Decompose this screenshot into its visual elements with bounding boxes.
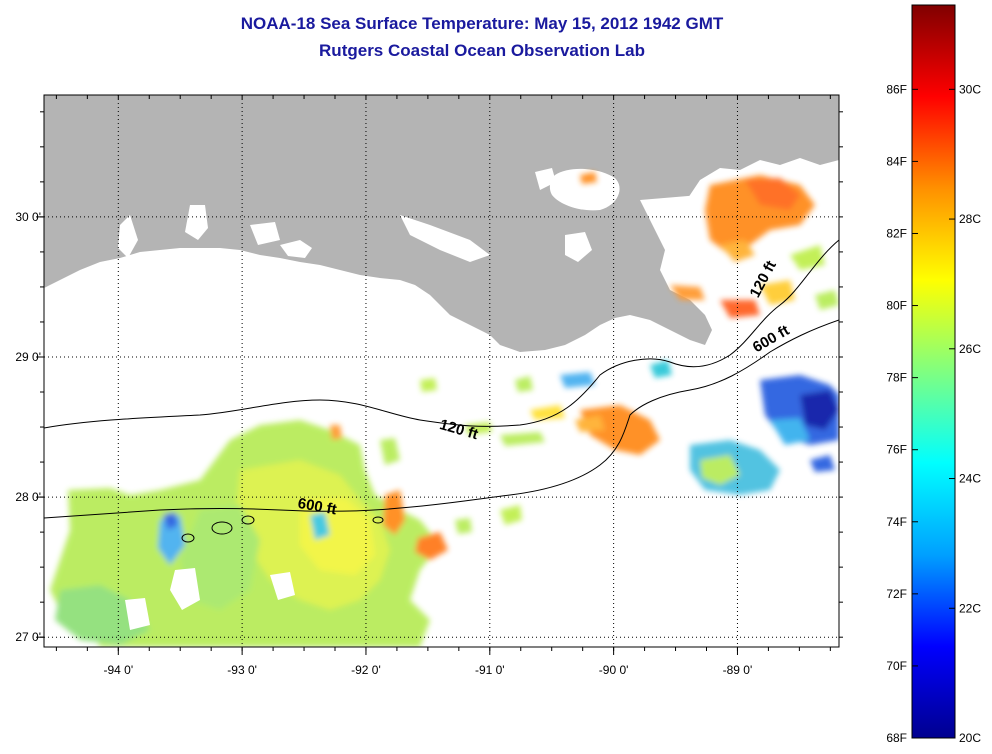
colorbar-ticks (912, 88, 955, 739)
colorbar-f-label: 76F (886, 443, 907, 457)
bay-6 (535, 168, 556, 190)
colorbar-f-label: 74F (886, 515, 907, 529)
land-mass (44, 95, 839, 352)
contour-120ft (44, 239, 839, 429)
lat-tick-label: 28 0' (15, 490, 41, 504)
lon-tick-label: -91 0' (475, 663, 505, 677)
lon-tick-label: -94 0' (103, 663, 133, 677)
bay-1 (280, 240, 312, 258)
colorbar (911, 4, 956, 739)
bay-4 (400, 215, 490, 262)
contour-blob (372, 516, 384, 524)
map-subtitle: Rutgers Coastal Ocean Observation Lab (319, 41, 645, 60)
lon-tick-label: -90 0' (599, 663, 629, 677)
colorbar-f-label: 80F (886, 299, 907, 313)
bay-7 (640, 195, 720, 270)
lat-tick-label: 27 0' (15, 630, 41, 644)
lake-pontchartrain (549, 168, 620, 211)
colorbar-labels: 68F 70F 72F 74F 76F 78F 80F 82F 84F 86F … (886, 82, 981, 745)
bay-9 (250, 222, 280, 245)
map-frame (43, 94, 840, 648)
lat-tick-label: 29 0' (15, 350, 41, 364)
colorbar-f-label: 78F (886, 371, 907, 385)
graticule (44, 95, 839, 647)
colorbar-f-label: 68F (886, 731, 907, 745)
lon-tick-label: -93 0' (227, 663, 257, 677)
colorbar-c-label: 22C (959, 601, 981, 615)
lat-tick-label: 30 0' (15, 210, 41, 224)
colorbar-c-label: 24C (959, 472, 981, 486)
map-title: NOAA-18 Sea Surface Temperature: May 15,… (240, 14, 724, 33)
bay-5 (565, 232, 592, 262)
contour-label-600ft-west: 600 ft (296, 495, 338, 519)
colorbar-f-label: 72F (886, 587, 907, 601)
colorbar-f-label: 84F (886, 154, 907, 168)
bay-2 (185, 205, 208, 240)
axis-ticks (36, 95, 843, 655)
cloud-hole-1 (270, 572, 295, 600)
colorbar-f-label: 82F (886, 226, 907, 240)
contour-600ft (44, 319, 839, 519)
colorbar-f-label: 86F (886, 82, 907, 96)
colorbar-c-label: 28C (959, 212, 981, 226)
bay-3 (118, 215, 138, 258)
colorbar-f-label: 70F (886, 659, 907, 673)
lon-tick-label: -89 0' (723, 663, 753, 677)
axis-tick-labels: -94 0' -93 0' -92 0' -91 0' -90 0' -89 0… (15, 210, 752, 677)
lon-tick-label: -92 0' (351, 663, 381, 677)
colorbar-c-label: 26C (959, 342, 981, 356)
contour-blob (181, 533, 195, 543)
colorbar-c-label: 30C (959, 82, 981, 96)
cloud-hole-3 (125, 598, 150, 630)
cloud-hole-2 (170, 568, 200, 610)
contour-blob (211, 521, 233, 535)
colorbar-c-label: 20C (959, 731, 981, 745)
